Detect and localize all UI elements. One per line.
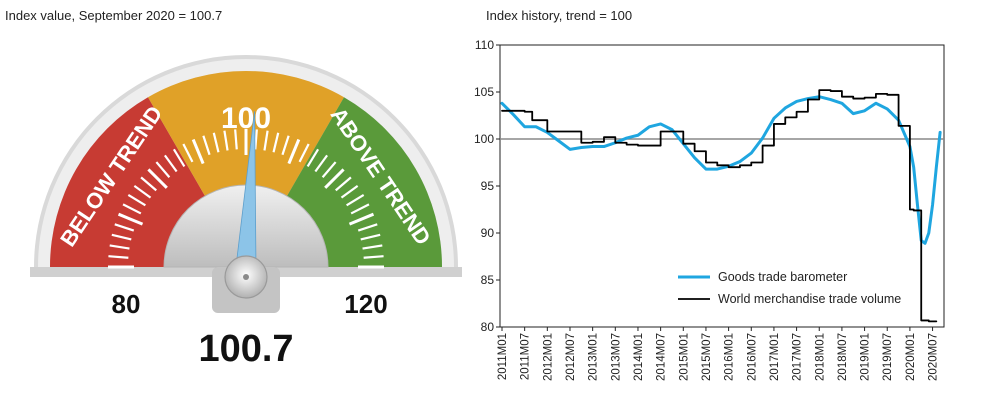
gauge-tick bbox=[122, 203, 142, 215]
x-tick-label: 2015M07 bbox=[701, 333, 713, 381]
series-line-1 bbox=[501, 89, 938, 323]
y-tick-label: 95 bbox=[481, 179, 495, 193]
gauge-tick bbox=[346, 193, 365, 207]
x-tick-label: 2014M07 bbox=[656, 333, 668, 381]
gauge-tick bbox=[117, 212, 144, 226]
legend: Goods trade barometer World merchandise t… bbox=[678, 270, 901, 306]
x-tick-label: 2020M01 bbox=[905, 333, 917, 381]
x-tick-label: 2011M01 bbox=[497, 333, 509, 380]
y-tick-label: 110 bbox=[475, 38, 494, 52]
gauge-tick bbox=[133, 184, 152, 199]
gauge-tick bbox=[357, 223, 378, 232]
chart-title: Index history, trend = 100 bbox=[486, 8, 633, 23]
gauge-value-label: 100.7 bbox=[198, 328, 293, 370]
gauge-tick bbox=[163, 154, 178, 173]
x-axis: 2011M01 2011M07 2012M01 2012M07 2013M01 2013M… bbox=[497, 327, 940, 381]
legend-entry: Goods trade barometer bbox=[718, 270, 847, 284]
series-layer bbox=[500, 89, 942, 323]
x-tick-label: 2014M01 bbox=[633, 333, 645, 381]
gauge-tick bbox=[155, 161, 171, 178]
gauge-tick bbox=[281, 135, 290, 156]
legend-entry: World merchandise trade volume bbox=[718, 292, 901, 306]
gauge-tick bbox=[191, 138, 205, 165]
gauge-tick bbox=[234, 129, 238, 150]
gauge-tick bbox=[254, 129, 258, 150]
y-axis: 80 85 90 95 100 105 110 bbox=[474, 38, 500, 334]
gauge-tick bbox=[272, 132, 280, 153]
x-tick-label: 2019M01 bbox=[860, 333, 872, 381]
x-tick-label: 2019M07 bbox=[882, 333, 894, 381]
gauge-tick bbox=[321, 161, 337, 178]
gauge-tick bbox=[263, 130, 269, 151]
plot-area bbox=[499, 44, 945, 328]
x-tick-label: 2011M07 bbox=[520, 333, 532, 380]
gauge-tick bbox=[350, 203, 370, 215]
gauge-hub bbox=[163, 111, 329, 313]
gauge-tick bbox=[182, 143, 194, 163]
gauge-tick bbox=[140, 176, 157, 192]
y-tick-label: 105 bbox=[474, 85, 494, 99]
gauge-tick bbox=[127, 193, 146, 207]
gauge-min-label: 80 bbox=[112, 289, 141, 319]
gauge-tick bbox=[340, 184, 359, 199]
gauge-tick bbox=[287, 138, 301, 165]
y-tick-label: 85 bbox=[481, 273, 495, 287]
gauge-max-label: 120 bbox=[344, 289, 387, 319]
gauge-tick bbox=[363, 255, 384, 259]
band-below bbox=[50, 97, 206, 267]
x-tick-label: 2012M01 bbox=[542, 333, 554, 381]
x-tick-label: 2013M07 bbox=[610, 333, 622, 381]
gauge-tick bbox=[172, 148, 186, 167]
gauge-title: Index value, September 2020 = 100.7 bbox=[5, 8, 223, 23]
gauge-tick bbox=[314, 154, 329, 173]
gauge-tick bbox=[360, 233, 381, 241]
y-tick-label: 100 bbox=[474, 132, 494, 146]
y-tick-label: 90 bbox=[481, 226, 495, 240]
band-above bbox=[286, 97, 442, 267]
x-tick-label: 2018M07 bbox=[837, 333, 849, 381]
x-tick-label: 2016M01 bbox=[724, 333, 736, 381]
gauge-tick bbox=[223, 130, 229, 151]
gauge: BELOW TREND ABOVE TREND 100 80 120 100.7 bbox=[30, 55, 462, 370]
x-tick-label: 2012M07 bbox=[565, 333, 577, 381]
gauge-tick bbox=[212, 132, 220, 153]
gauge-tick bbox=[348, 212, 375, 226]
x-tick-label: 2013M01 bbox=[588, 333, 600, 381]
gauge-tick bbox=[111, 233, 132, 241]
gauge-tick bbox=[114, 223, 135, 232]
plot-border bbox=[499, 44, 945, 328]
x-tick-label: 2016M07 bbox=[746, 333, 758, 381]
x-tick-label: 2017M01 bbox=[769, 333, 781, 381]
gauge-tick bbox=[298, 143, 310, 163]
gauge-center-label: 100 bbox=[221, 102, 271, 135]
gauge-knob-center bbox=[243, 274, 249, 280]
gauge-ticks bbox=[108, 129, 384, 269]
gauge-tick bbox=[109, 244, 130, 250]
gauge-tick bbox=[335, 176, 352, 192]
x-tick-label: 2015M01 bbox=[678, 333, 690, 381]
y-tick-label: 80 bbox=[481, 320, 495, 334]
series-line-0 bbox=[500, 95, 942, 245]
gauge-tick bbox=[202, 135, 211, 156]
x-tick-label: 2017M07 bbox=[792, 333, 804, 381]
gauge-tick bbox=[108, 255, 129, 259]
gauge-tick bbox=[306, 148, 320, 167]
gauge-tick bbox=[324, 168, 345, 189]
gauge-tick bbox=[147, 168, 168, 189]
x-tick-label: 2020M07 bbox=[928, 333, 940, 381]
gauge-tick bbox=[362, 244, 383, 250]
x-tick-label: 2018M01 bbox=[814, 333, 826, 381]
